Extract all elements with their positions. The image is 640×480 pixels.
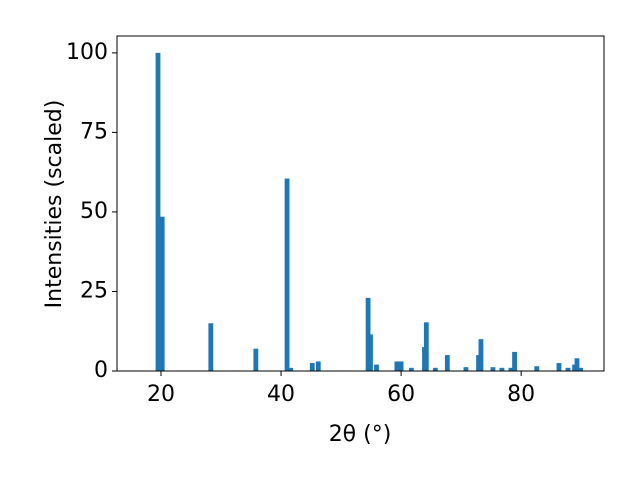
bar	[208, 323, 214, 371]
bar	[253, 348, 259, 371]
y-tick-label: 75	[80, 119, 108, 144]
x-tick-label: 60	[387, 382, 415, 407]
y-tick-label: 0	[94, 358, 108, 383]
y-tick-label: 50	[80, 199, 108, 224]
bar	[572, 364, 577, 371]
bar	[398, 361, 404, 371]
x-tick-label: 80	[507, 382, 535, 407]
bar	[578, 367, 583, 371]
y-tick-label: 100	[66, 40, 108, 65]
bar	[408, 367, 414, 371]
bar	[499, 367, 505, 371]
bar	[574, 358, 580, 371]
bar	[423, 322, 429, 371]
bar	[284, 178, 290, 371]
bar	[565, 367, 571, 371]
bar	[508, 367, 514, 371]
bar	[309, 363, 315, 371]
bar	[394, 361, 400, 371]
bar	[512, 351, 517, 371]
y-tick-label: 25	[80, 278, 108, 303]
x-tick-label: 20	[147, 382, 175, 407]
bar	[556, 363, 562, 371]
y-axis-label: Intensities (scaled)	[42, 100, 67, 309]
bar	[288, 367, 294, 371]
bar	[368, 334, 373, 371]
bar	[159, 216, 165, 371]
bar	[463, 367, 469, 371]
bar	[478, 339, 484, 371]
x-tick-label: 40	[267, 382, 295, 407]
plot-frame	[116, 35, 605, 372]
x-axis-label: 2θ (°)	[329, 422, 392, 447]
bar	[490, 367, 496, 371]
bar	[534, 366, 540, 371]
bar	[374, 364, 379, 371]
bar	[315, 361, 321, 371]
bar	[155, 52, 161, 371]
bar	[444, 355, 450, 371]
bar	[432, 367, 438, 371]
